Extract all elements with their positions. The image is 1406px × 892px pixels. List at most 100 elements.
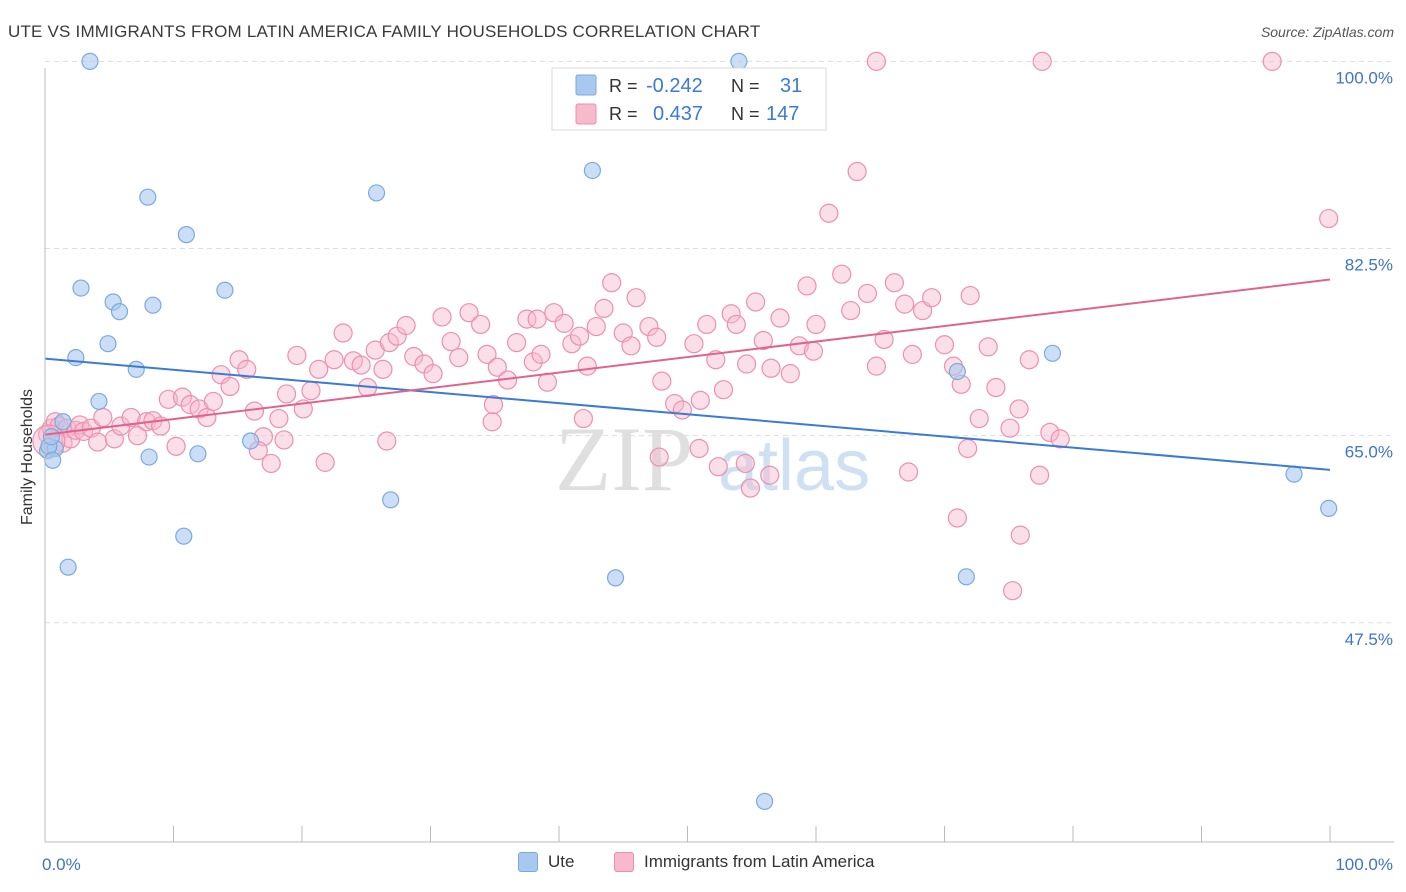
ute-point	[189, 445, 207, 463]
legend-ute-n-value: 31	[780, 75, 802, 97]
legend-imm-r-value: 0.437	[653, 103, 703, 125]
imm-point	[740, 478, 761, 498]
imm-point	[847, 161, 867, 182]
legend-imm-square	[614, 852, 634, 872]
imm-point	[934, 335, 955, 355]
imm-point	[626, 288, 646, 308]
legend-ute-n-label: N =	[731, 76, 760, 96]
imm-point	[158, 389, 178, 409]
imm-point	[127, 426, 148, 446]
legend-ute-r-label: R =	[609, 76, 638, 96]
imm-point	[706, 350, 726, 370]
imm-point	[857, 283, 878, 304]
imm-point	[554, 313, 574, 333]
ute-point	[175, 527, 193, 545]
imm-point	[898, 462, 919, 482]
imm-point	[684, 334, 704, 354]
imm-point	[274, 430, 294, 450]
ute-point	[59, 558, 77, 576]
imm-point	[477, 344, 497, 364]
legend-box: R = -0.242 N = 31 R = 0.437 N = 147	[551, 67, 827, 131]
imm-point	[396, 315, 416, 336]
imm-point	[197, 407, 217, 428]
imm-point	[333, 323, 353, 343]
series-immigrants-points	[32, 51, 1339, 601]
imm-point	[315, 452, 335, 472]
imm-point	[960, 285, 980, 306]
y-tick-label: 65.0%	[1345, 443, 1393, 462]
imm-point	[166, 436, 186, 456]
ute-point	[72, 279, 90, 297]
imm-point	[537, 372, 558, 392]
imm-point	[487, 357, 507, 377]
imm-point	[301, 381, 321, 401]
imm-point	[527, 309, 547, 329]
ute-point	[1320, 499, 1338, 517]
imm-point	[721, 304, 741, 324]
ute-point	[54, 413, 72, 431]
imm-point	[482, 412, 502, 432]
imm-point	[652, 371, 672, 391]
legend-item-immigrants: Immigrants from Latin America	[614, 852, 875, 872]
imm-point	[649, 447, 669, 467]
imm-point	[594, 298, 614, 319]
imm-point	[1019, 350, 1039, 370]
y-tick-label: 100.0%	[1335, 68, 1393, 87]
imm-point	[689, 438, 709, 459]
imm-point	[947, 508, 967, 528]
ute-point	[81, 52, 99, 70]
y-tick-labels: 47.5% 65.0% 82.5% 100.0%	[1335, 68, 1393, 648]
ute-point	[139, 188, 157, 206]
imm-point	[1009, 399, 1029, 419]
gridlines	[45, 60, 1394, 624]
imm-point	[229, 350, 249, 370]
source-label: Source: ZipAtlas.com	[1260, 24, 1394, 40]
imm-point	[884, 273, 904, 293]
imm-point	[88, 432, 108, 452]
imm-point	[577, 356, 597, 376]
imm-point	[697, 314, 717, 335]
series-ute-points	[38, 52, 1338, 810]
imm-point	[172, 387, 193, 407]
x-tick-label-max: 100.0%	[1335, 855, 1393, 874]
imm-point	[874, 329, 894, 350]
imm-point	[672, 400, 692, 420]
imm-point	[121, 407, 141, 428]
imm-point	[708, 457, 728, 477]
imm-point	[373, 359, 393, 379]
imm-point	[737, 354, 757, 374]
imm-point	[237, 359, 257, 379]
imm-point	[1010, 525, 1030, 545]
ute-point	[1285, 465, 1303, 483]
imm-point	[471, 314, 491, 335]
imm-point	[203, 391, 223, 412]
imm-point	[978, 337, 998, 357]
y-tick-label: 47.5%	[1345, 630, 1393, 649]
imm-point	[735, 453, 755, 474]
ute-point	[242, 432, 260, 450]
imm-point	[180, 395, 200, 415]
ute-point	[367, 184, 386, 202]
imm-point	[639, 316, 659, 337]
imm-point	[1262, 51, 1282, 71]
legend-imm-n-value: 147	[766, 103, 799, 125]
imm-point	[760, 465, 780, 485]
imm-point	[309, 359, 329, 379]
imm-point	[432, 307, 452, 327]
ute-point	[382, 491, 400, 509]
legend-imm-label: Immigrants from Latin America	[644, 852, 875, 871]
legend-imm-swatch	[575, 103, 597, 125]
imm-point	[351, 355, 371, 375]
imm-point	[377, 431, 397, 451]
ute-point	[42, 428, 61, 446]
ute-trend-line	[44, 357, 1331, 471]
imm-point	[803, 341, 824, 361]
x-tick-label-min: 0.0%	[42, 855, 81, 874]
imm-point	[586, 316, 606, 337]
imm-point	[1319, 208, 1339, 229]
trend-lines	[44, 278, 1331, 471]
ute-point	[144, 296, 162, 314]
imm-point	[506, 333, 527, 353]
imm-point	[1032, 51, 1052, 71]
